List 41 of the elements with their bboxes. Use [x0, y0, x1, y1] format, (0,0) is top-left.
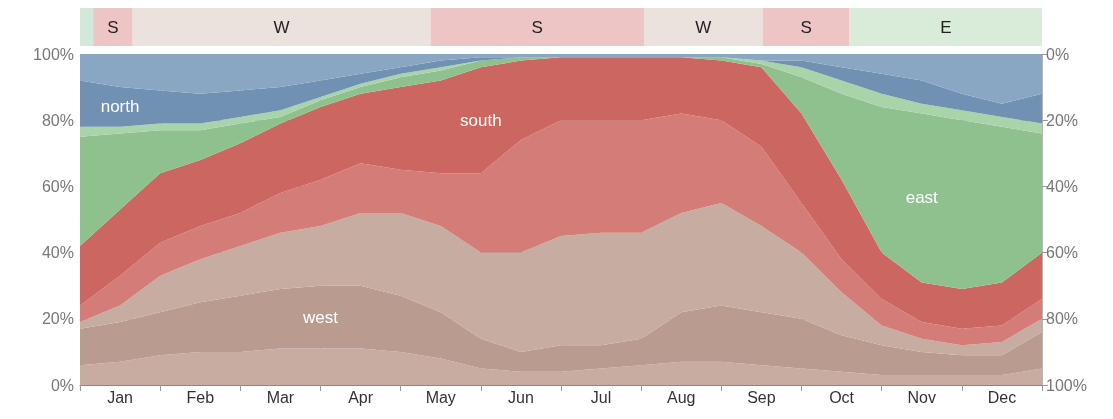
- series-label: W: [695, 17, 712, 37]
- y2-tick-label: 20%: [1046, 111, 1079, 129]
- x-tick-label: Dec: [987, 388, 1017, 406]
- bar: [93, 8, 133, 46]
- series-label: S: [800, 17, 812, 37]
- x-tick-label: Nov: [907, 388, 936, 406]
- series-label: W: [273, 17, 290, 37]
- x-tick-label: Jun: [508, 388, 534, 406]
- y-tick-label: 0%: [50, 376, 74, 394]
- x-tick-label: May: [425, 388, 456, 406]
- x-tick-label: Aug: [667, 388, 696, 406]
- x-tick-label: Sep: [747, 388, 776, 406]
- bar: [849, 8, 1042, 46]
- x-tick-label: Jul: [590, 388, 612, 406]
- x-tick-label: Mar: [266, 388, 295, 406]
- series-label: south: [460, 110, 502, 130]
- y2-tick-label: 60%: [1046, 244, 1079, 262]
- y2-tick-label: 0%: [1046, 45, 1070, 63]
- y2-tick-label: 80%: [1046, 310, 1079, 328]
- series-label: E: [940, 17, 952, 37]
- x-tick-label: Oct: [829, 388, 855, 406]
- y-tick-label: 80%: [41, 111, 74, 129]
- y2-tick-label: 40%: [1046, 177, 1079, 195]
- y-tick-label: 20%: [41, 310, 74, 328]
- series-label: north: [100, 97, 140, 117]
- series-label: S: [107, 17, 119, 37]
- series-label: east: [905, 188, 939, 208]
- y-tick-label: 100%: [33, 45, 74, 63]
- bar: [132, 8, 431, 46]
- series-label: west: [302, 307, 339, 327]
- series-label: S: [531, 17, 543, 37]
- x-tick-label: Feb: [186, 388, 215, 406]
- y2-tick-label: 100%: [1046, 376, 1087, 394]
- bar: [80, 8, 94, 46]
- y-tick-label: 60%: [41, 177, 74, 195]
- bar: [430, 8, 645, 46]
- x-tick-label: Apr: [348, 388, 374, 406]
- bar: [644, 8, 763, 46]
- x-tick-label: Jan: [107, 388, 133, 406]
- y-tick-label: 40%: [41, 244, 74, 262]
- bar: [762, 8, 850, 46]
